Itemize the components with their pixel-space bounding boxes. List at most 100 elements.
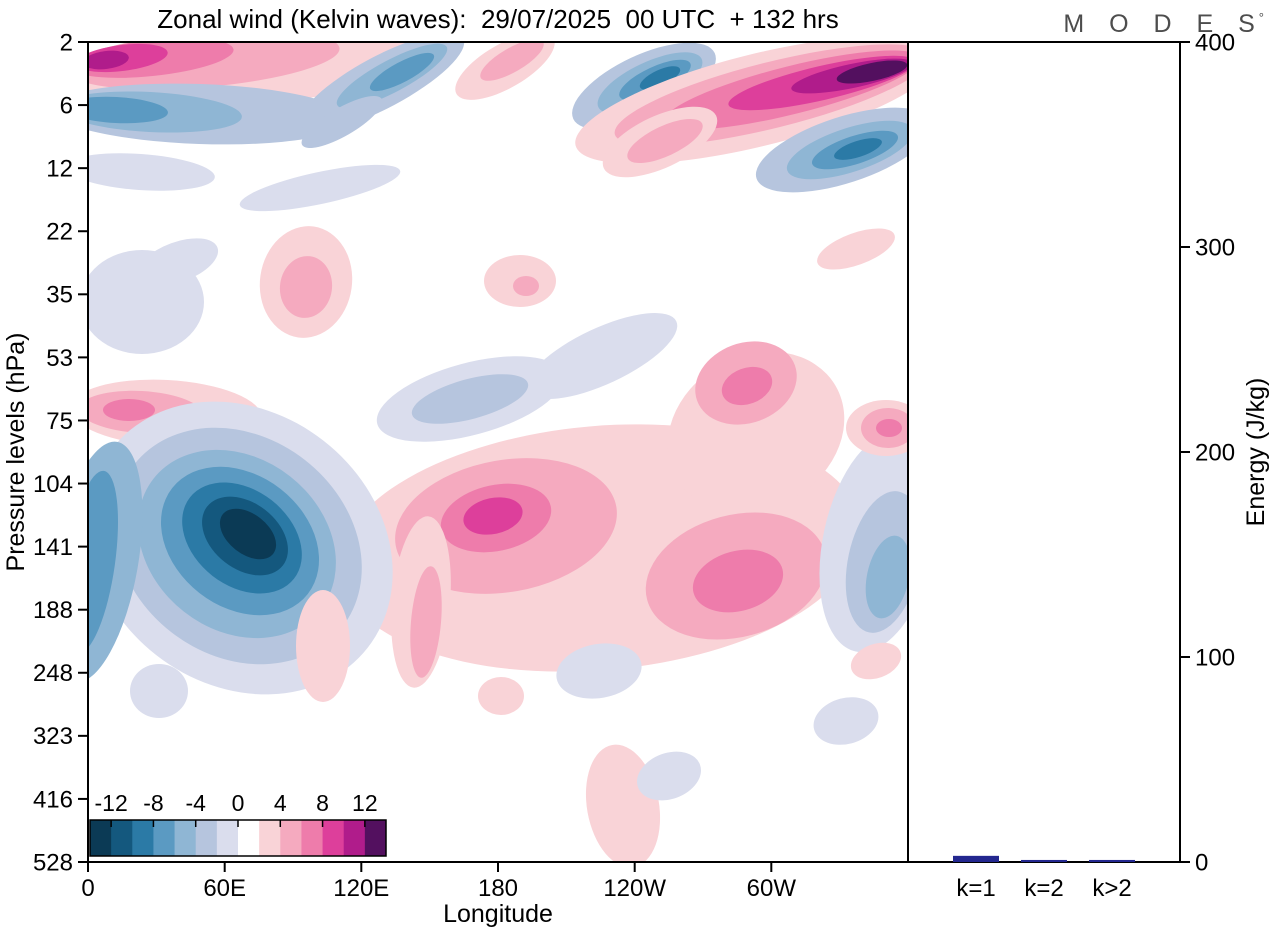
anomaly-blob <box>88 470 118 654</box>
colorbar-segment <box>322 820 345 856</box>
y-tick-label: 12 <box>46 156 73 183</box>
colorbar-label: -4 <box>185 790 206 816</box>
anomaly-blob <box>301 96 383 148</box>
y-tick-label: 104 <box>33 471 73 498</box>
anomaly-blob <box>836 60 908 84</box>
colorbar-segment <box>238 820 260 856</box>
y-tick-label: 75 <box>46 408 73 435</box>
anomaly-blob <box>296 590 350 702</box>
longitude-axis-title: Longitude <box>443 900 553 928</box>
anomaly-blob <box>88 50 129 70</box>
y-tick-label: 22 <box>46 219 73 246</box>
anomaly-blob <box>130 664 188 718</box>
modes-logo-text: M O D E S <box>1063 10 1264 38</box>
anomaly-blob <box>478 677 524 715</box>
anomaly-blob <box>813 697 879 745</box>
anomaly-blob <box>88 96 168 124</box>
y-tick-label: 35 <box>46 282 73 309</box>
pressure-axis-title: Pressure levels (hPa) <box>2 333 30 572</box>
anomaly-blob <box>834 138 882 160</box>
colorbar-segment <box>343 820 366 856</box>
anomaly-blob <box>639 66 681 90</box>
colorbar-segment <box>216 820 239 856</box>
anomaly-blob <box>369 52 435 92</box>
energy-bar <box>953 855 999 862</box>
wavenumber-bars: k=1 k=2 k>2 <box>953 855 1135 902</box>
x-tick-label: 0 <box>81 875 94 902</box>
energy-tick-label: 300 <box>1195 234 1235 261</box>
x-tick-label: 60E <box>203 875 246 902</box>
modes-logo-degree: ° <box>1258 10 1264 25</box>
energy-tick-label: 100 <box>1195 644 1235 671</box>
x-tick-label: 120E <box>333 875 389 902</box>
energy-tick-label: 400 <box>1195 29 1235 56</box>
y-tick-label: 6 <box>60 92 73 119</box>
colorbar-label: 8 <box>316 790 329 816</box>
colorbar-segment <box>132 820 154 856</box>
x-tick-label: 180 <box>478 875 518 902</box>
colorbar-segment <box>111 820 133 856</box>
colorbar-segment <box>280 820 302 856</box>
y-tick-label: 53 <box>46 345 73 372</box>
energy-tick-label: 200 <box>1195 439 1235 466</box>
energy-axis-title: Energy (J/kg) <box>1242 378 1270 527</box>
y-tick-label: 416 <box>33 786 73 813</box>
energy-tick-label: 0 <box>1195 849 1208 876</box>
anomaly-blob <box>411 374 529 424</box>
bar-category-label: k=2 <box>1024 875 1063 902</box>
contour-field <box>88 42 908 862</box>
anomaly-blob <box>721 366 773 406</box>
anomaly-blob <box>627 118 703 164</box>
colorbar-label: 12 <box>352 790 378 816</box>
energy-bar <box>1021 859 1067 862</box>
colorbar-segment <box>90 820 112 856</box>
pressure-axis: 2 6 12 22 35 53 75 104 141 188 248 323 416 528 Pressur… <box>2 29 88 876</box>
figure-title: Zonal wind (Kelvin waves): 29/07/2025 00… <box>157 4 839 34</box>
anomaly-blob <box>279 256 333 318</box>
colorbar-label: 4 <box>274 790 287 816</box>
colorbar-label: 0 <box>232 790 245 816</box>
energy-panel-border <box>907 41 1181 863</box>
anomaly-blob <box>463 497 523 535</box>
energy-bar <box>1089 859 1135 862</box>
y-tick-label: 188 <box>33 597 73 624</box>
anomaly-blob <box>850 642 902 680</box>
colorbar-segment <box>259 820 281 856</box>
anomaly-blob <box>637 751 701 801</box>
anomaly-blob <box>526 313 678 399</box>
colorbar: -12 -8 -4 0 4 8 12 <box>89 790 387 857</box>
x-tick-label: 60W <box>747 875 797 902</box>
modes-logo: M O D E S° <box>1063 10 1264 39</box>
anomaly-blob <box>865 535 908 619</box>
anomaly-blob <box>480 42 544 81</box>
bar-category-label: k=1 <box>956 875 995 902</box>
colorbar-segment <box>174 820 197 856</box>
anomaly-blob <box>219 508 277 560</box>
bar-category-label: k>2 <box>1092 875 1131 902</box>
anomaly-blob <box>876 419 902 437</box>
energy-axis: 0 100 200 300 400 Energy (J/kg) <box>1180 29 1270 876</box>
anomaly-blob <box>692 549 784 613</box>
colorbar-segment <box>195 820 218 856</box>
anomaly-blob <box>513 276 539 296</box>
y-tick-label: 248 <box>33 660 73 687</box>
y-tick-label: 141 <box>33 534 73 561</box>
anomaly-blob <box>410 566 442 678</box>
anomaly-blob <box>103 399 155 421</box>
anomaly-blob <box>137 238 219 286</box>
y-tick-label: 323 <box>33 723 73 750</box>
anomaly-blob <box>88 153 215 191</box>
colorbar-segment <box>364 820 387 856</box>
anomaly-blob <box>556 643 642 699</box>
colorbar-segment <box>153 820 176 856</box>
colorbar-label: -12 <box>95 790 128 816</box>
y-tick-label: 2 <box>60 29 73 56</box>
y-tick-label: 528 <box>33 849 73 876</box>
colorbar-segment <box>301 820 324 856</box>
longitude-axis: 0 60E 120E 180 120W 60W Longitude <box>81 862 796 928</box>
anomaly-blob <box>239 164 401 212</box>
colorbar-label: -8 <box>143 790 163 816</box>
